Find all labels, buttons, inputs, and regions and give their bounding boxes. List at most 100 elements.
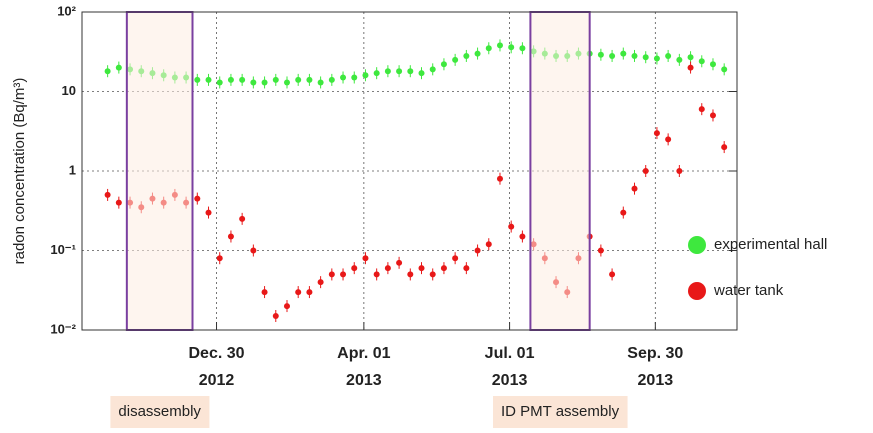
point [452, 56, 459, 63]
point [384, 265, 391, 272]
point [317, 79, 324, 86]
point [463, 265, 470, 272]
legend-label: water tank [713, 282, 784, 299]
point [306, 76, 313, 83]
point [272, 313, 279, 320]
legend-marker [688, 282, 706, 300]
point [508, 223, 515, 230]
point [239, 76, 246, 83]
point [104, 68, 111, 75]
point [698, 106, 705, 113]
point [407, 271, 414, 278]
y-tick-label: 10⁻¹ [50, 242, 76, 257]
point [631, 185, 638, 192]
point [418, 265, 425, 272]
x-tick-label: 2013 [346, 372, 382, 389]
point [351, 74, 358, 81]
point [295, 76, 302, 83]
point [250, 79, 257, 86]
point [362, 72, 369, 79]
point [429, 66, 436, 73]
point [227, 76, 234, 83]
legend-marker [688, 236, 706, 254]
y-axis-label: radon concentration (Bq/m³) [11, 78, 28, 265]
point [676, 168, 683, 174]
point [519, 233, 526, 240]
point [474, 50, 481, 57]
point [665, 52, 672, 59]
point [620, 50, 627, 57]
point [429, 271, 436, 278]
point [373, 271, 380, 278]
point [239, 215, 246, 222]
point [631, 52, 638, 59]
point [440, 265, 447, 272]
point [115, 64, 122, 71]
x-tick-label: 2012 [199, 372, 235, 389]
annotation-label: disassembly [118, 403, 201, 420]
annotation-label: ID PMT assembly [501, 403, 620, 420]
point [104, 191, 111, 198]
point [721, 66, 728, 73]
y-tick-label: 10⁻² [50, 321, 76, 336]
point [340, 74, 347, 81]
point [709, 112, 716, 119]
point [227, 233, 234, 240]
point [665, 136, 672, 143]
point [620, 209, 627, 216]
point [653, 55, 660, 62]
point [328, 271, 335, 278]
point [440, 61, 447, 68]
point [261, 79, 268, 86]
x-tick-label: Jul. 01 [485, 345, 535, 362]
point [306, 289, 313, 296]
point [642, 168, 649, 174]
point [452, 255, 459, 262]
y-tick-label: 10² [57, 3, 76, 18]
point [216, 79, 223, 86]
point [340, 271, 347, 278]
point [250, 247, 257, 254]
point [384, 68, 391, 75]
point [687, 54, 694, 61]
point [709, 61, 716, 68]
y-tick-label: 1 [69, 162, 76, 177]
annotation-bg [492, 396, 628, 428]
point [698, 58, 705, 65]
point [295, 289, 302, 296]
point [653, 130, 660, 137]
point [485, 45, 492, 52]
point [205, 209, 212, 216]
point [396, 68, 403, 75]
point [205, 76, 212, 83]
point [272, 76, 279, 83]
point [597, 51, 604, 58]
point [261, 289, 268, 296]
legend-label: experimental hall [714, 236, 827, 253]
point [328, 76, 335, 83]
point [519, 45, 526, 52]
x-tick-label: Sep. 30 [627, 345, 683, 362]
point [194, 195, 201, 202]
point [508, 44, 515, 51]
point [609, 271, 616, 278]
point [317, 279, 324, 286]
x-tick-label: 2013 [638, 372, 674, 389]
point [418, 70, 425, 77]
point [396, 259, 403, 266]
point [609, 52, 616, 59]
point [496, 42, 503, 49]
x-tick-label: 2013 [492, 372, 528, 389]
point [721, 144, 728, 151]
point [362, 255, 369, 262]
point [676, 56, 683, 63]
point [642, 54, 649, 61]
point [485, 241, 492, 248]
point [407, 68, 414, 75]
point [687, 64, 694, 71]
y-tick-label: 10 [62, 83, 76, 98]
x-tick-label: Apr. 01 [337, 345, 390, 362]
annotation-bg [110, 396, 210, 428]
point [216, 255, 223, 262]
point [463, 52, 470, 59]
